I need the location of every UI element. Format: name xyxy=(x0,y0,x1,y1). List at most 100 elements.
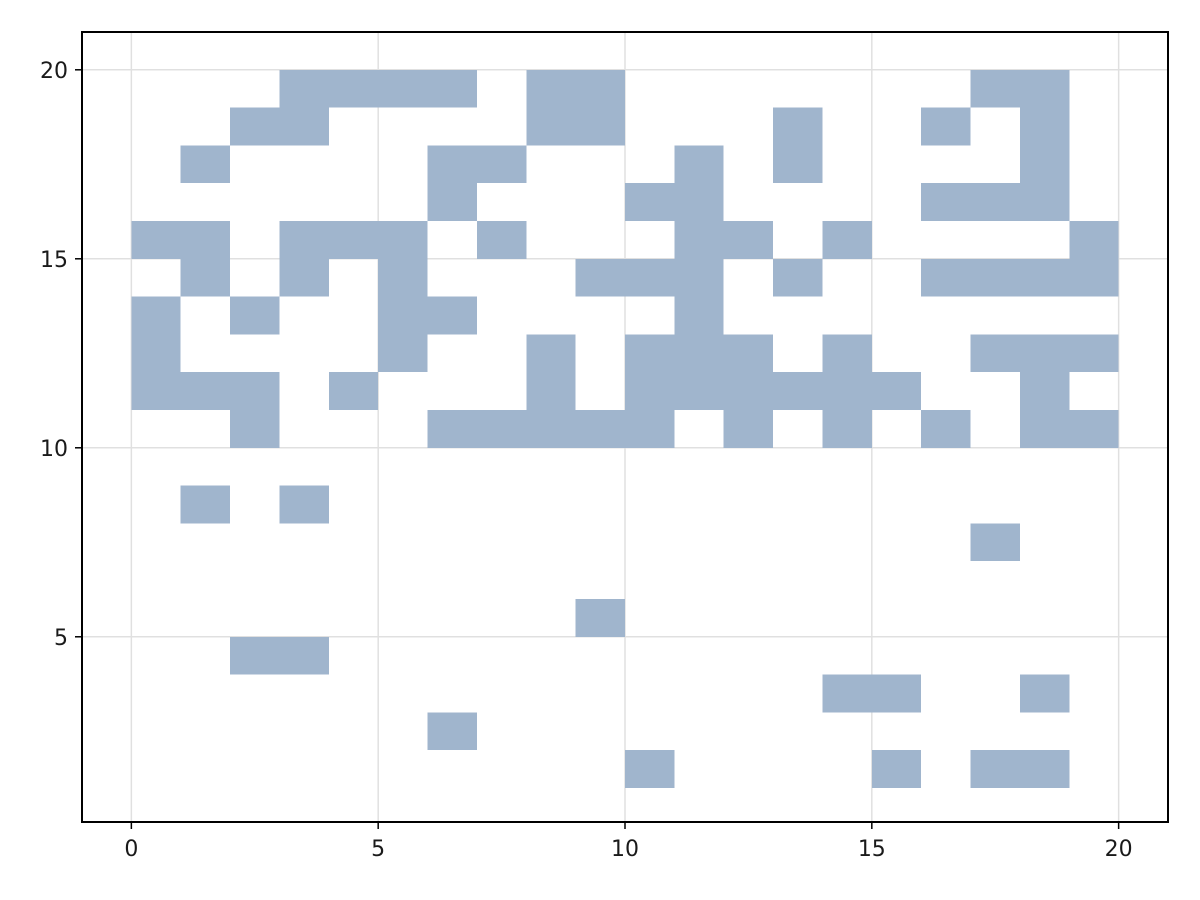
heatmap-cell xyxy=(1019,409,1070,448)
heatmap-cell xyxy=(1069,220,1119,259)
heatmap-cell xyxy=(822,220,872,259)
heatmap-cell xyxy=(180,258,231,297)
y-tick-label: 5 xyxy=(54,626,68,651)
heatmap-cell xyxy=(526,409,576,448)
heatmap-cell xyxy=(328,69,379,108)
heatmap-cell xyxy=(674,258,724,297)
heatmap-cell xyxy=(1019,258,1070,297)
heatmap-cell xyxy=(328,372,379,410)
heatmap-cell xyxy=(1019,334,1070,373)
heatmap-cell xyxy=(970,183,1020,221)
heatmap-cell xyxy=(1019,674,1070,713)
heatmap-cell xyxy=(1019,69,1070,108)
heatmap-cell xyxy=(625,372,675,410)
heatmap-cell xyxy=(822,334,872,373)
heatmap-cell xyxy=(526,107,576,146)
heatmap-cell xyxy=(674,372,724,410)
heatmap-cell xyxy=(526,69,576,108)
heatmap-cell xyxy=(575,409,625,448)
heatmap-cell xyxy=(674,183,724,221)
heatmap-cell xyxy=(378,220,428,259)
heatmap-cell xyxy=(625,183,675,221)
heatmap-cell xyxy=(773,145,823,184)
heatmap-cell xyxy=(575,107,625,146)
heatmap-cell xyxy=(378,334,428,373)
x-tick-label: 20 xyxy=(1105,837,1133,862)
heatmap-cell xyxy=(427,296,477,335)
heatmap-cell xyxy=(1019,183,1070,221)
heatmap-cell xyxy=(230,296,280,335)
heatmap-cell xyxy=(1069,258,1119,297)
heatmap-cell xyxy=(131,296,181,335)
heatmap-cell xyxy=(328,220,379,259)
y-tick-label: 15 xyxy=(40,248,68,273)
heatmap-cell xyxy=(131,334,181,373)
x-tick-label: 15 xyxy=(858,837,886,862)
y-tick-label: 10 xyxy=(40,437,68,462)
heatmap-cell xyxy=(921,258,971,297)
heatmap-cell xyxy=(822,372,872,410)
heatmap-cell xyxy=(822,409,872,448)
heatmap-cell xyxy=(921,183,971,221)
heatmap-cell xyxy=(476,145,527,184)
heatmap-cell xyxy=(427,409,477,448)
heatmap-cell xyxy=(526,372,576,410)
heatmap-cell xyxy=(723,372,774,410)
tick-labels: 0 5 10 15 20 5 10 15 20 xyxy=(40,59,1133,862)
heatmap-cell xyxy=(674,145,724,184)
heatmap-cell xyxy=(279,220,329,259)
heatmap-cell xyxy=(723,409,774,448)
heatmap-cell xyxy=(871,674,922,713)
heatmap-cell xyxy=(131,220,181,259)
heatmap-cell xyxy=(279,636,329,675)
x-tick-label: 10 xyxy=(611,837,639,862)
heatmap-cell xyxy=(1019,145,1070,184)
axis-ticks xyxy=(75,69,1120,829)
heatmap-cell xyxy=(279,107,329,146)
x-tick-label: 5 xyxy=(371,837,385,862)
heatmap-cell xyxy=(1019,107,1070,146)
heatmap-cell xyxy=(427,183,477,221)
heatmap-cell xyxy=(526,334,576,373)
heatmap-cell xyxy=(476,220,527,259)
heatmap-cell xyxy=(1019,372,1070,410)
heatmap-cell xyxy=(773,372,823,410)
heatmap-cell xyxy=(575,598,625,637)
heatmap-cell xyxy=(131,372,181,410)
heatmap-cell xyxy=(871,372,922,410)
heatmap-cell xyxy=(822,674,872,713)
heatmap-cell xyxy=(674,220,724,259)
heatmap-cell xyxy=(427,69,477,108)
heatmap-cell xyxy=(427,145,477,184)
heatmap-cell xyxy=(625,258,675,297)
heatmap-cell xyxy=(180,372,231,410)
y-tick-label: 20 xyxy=(40,59,68,84)
heatmap-cell xyxy=(625,409,675,448)
heatmap-cell xyxy=(773,107,823,146)
heatmap-cell xyxy=(970,523,1020,562)
heatmap-cell xyxy=(773,258,823,297)
heatmap-cell xyxy=(180,220,231,259)
heatmap-cell xyxy=(476,409,527,448)
heatmap-cell xyxy=(970,69,1020,108)
heatmap-cell xyxy=(180,145,231,184)
heatmap-cell xyxy=(230,636,280,675)
heatmap-cell xyxy=(723,220,774,259)
heatmap-cell xyxy=(378,69,428,108)
heatmap-cell xyxy=(279,69,329,108)
heatmap-cell xyxy=(230,372,280,410)
heatmap-cell xyxy=(625,750,675,788)
x-tick-label: 0 xyxy=(124,837,138,862)
heatmap-cell xyxy=(230,107,280,146)
heatmap-cell xyxy=(1019,750,1070,788)
heatmap-cell xyxy=(279,258,329,297)
heatmap-cell xyxy=(674,334,724,373)
heatmap-cell xyxy=(625,334,675,373)
heatmap-cell xyxy=(180,485,231,524)
filled-cells xyxy=(131,69,1119,788)
heatmap-cell xyxy=(575,258,625,297)
heatmap-cell xyxy=(970,258,1020,297)
heatmap-cell xyxy=(1069,334,1119,373)
heatmap-cell xyxy=(1069,409,1119,448)
